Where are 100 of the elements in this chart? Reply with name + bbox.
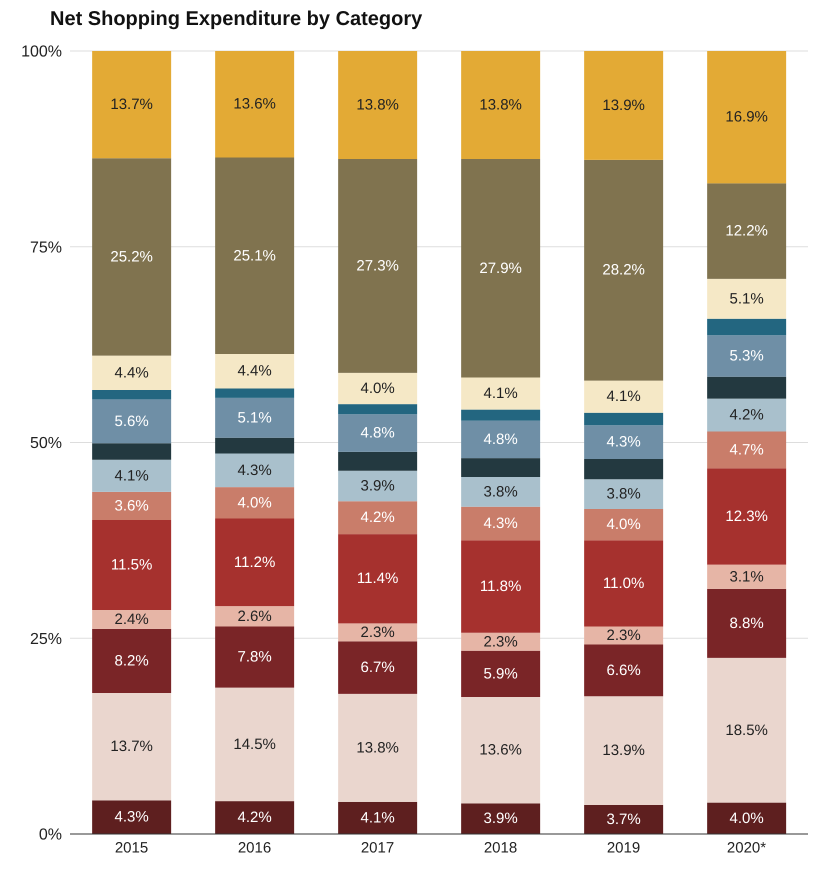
bar xyxy=(215,688,294,802)
bar xyxy=(707,183,786,279)
bar xyxy=(461,51,540,160)
bar xyxy=(584,412,664,426)
bar xyxy=(92,356,172,390)
y-tick-label: 0% xyxy=(38,826,62,844)
bar xyxy=(584,425,664,459)
bar xyxy=(584,380,664,413)
data-label: 5.1% xyxy=(238,409,272,426)
data-label: 3.9% xyxy=(360,477,395,494)
bar xyxy=(92,492,172,520)
bar xyxy=(584,696,664,806)
x-tick-label: 2016 xyxy=(238,840,272,857)
data-label: 13.8% xyxy=(356,96,399,114)
data-label: 13.9% xyxy=(602,742,645,760)
data-label: 13.9% xyxy=(602,96,645,114)
data-label: 2.3% xyxy=(360,624,395,641)
bar xyxy=(92,390,172,400)
bar xyxy=(215,518,294,606)
data-label: 6.6% xyxy=(606,662,641,679)
bar xyxy=(707,51,786,184)
bar xyxy=(584,540,664,627)
x-tick-label: 2015 xyxy=(114,840,148,857)
data-label: 13.8% xyxy=(356,739,399,756)
x-tick-label: 2020* xyxy=(726,840,766,857)
bar xyxy=(215,398,294,438)
bar xyxy=(461,458,540,477)
data-label: 11.5% xyxy=(110,556,152,574)
data-label: 4.0% xyxy=(238,494,272,512)
bar xyxy=(92,51,172,158)
data-label: 4.1% xyxy=(606,388,641,406)
data-label: 2.6% xyxy=(238,608,272,625)
data-label: 8.8% xyxy=(730,614,764,632)
bar xyxy=(215,51,294,158)
data-label: 3.8% xyxy=(606,486,641,503)
bar xyxy=(707,468,786,565)
bar xyxy=(92,399,172,444)
bar xyxy=(707,335,786,377)
bar xyxy=(338,51,418,160)
bar xyxy=(707,588,786,658)
bar xyxy=(707,658,786,803)
bar xyxy=(461,476,540,507)
y-tick-label: 75% xyxy=(30,239,62,256)
data-label: 8.2% xyxy=(114,652,149,670)
data-label: 4.2% xyxy=(238,809,272,826)
bar xyxy=(584,160,664,381)
data-label: 4.1% xyxy=(484,385,518,402)
bar xyxy=(92,693,172,800)
bar xyxy=(707,432,786,468)
bar xyxy=(215,157,294,354)
data-label: 4.3% xyxy=(606,434,641,451)
bar xyxy=(338,802,418,834)
data-label: 5.9% xyxy=(484,665,518,682)
data-label: 11.2% xyxy=(234,554,276,571)
data-label: 3.8% xyxy=(484,483,518,500)
data-label: 2.3% xyxy=(484,633,518,650)
data-label: 13.6% xyxy=(233,96,276,113)
data-label: 4.8% xyxy=(484,430,518,448)
data-label: 4.3% xyxy=(484,515,518,532)
data-label: 7.8% xyxy=(238,648,272,666)
data-label: 4.4% xyxy=(238,362,272,380)
bar xyxy=(215,354,294,388)
bar xyxy=(338,414,418,452)
bar xyxy=(707,564,786,589)
x-tick-label: 2018 xyxy=(484,840,518,857)
data-label: 4.0% xyxy=(730,810,764,827)
data-label: 4.2% xyxy=(360,509,395,526)
bar xyxy=(338,501,418,534)
x-tick-label: 2017 xyxy=(360,840,394,857)
bar xyxy=(92,628,172,694)
data-label: 27.9% xyxy=(479,260,522,277)
data-label: 11.4% xyxy=(356,570,398,588)
bar xyxy=(338,404,418,414)
data-label: 3.7% xyxy=(606,811,641,828)
data-label: 12.3% xyxy=(725,508,768,525)
data-label: 4.0% xyxy=(606,516,641,534)
data-label: 11.0% xyxy=(602,574,644,592)
bar xyxy=(461,506,540,540)
bar xyxy=(338,159,418,373)
data-label: 25.1% xyxy=(233,247,276,264)
bar xyxy=(92,610,172,629)
bar xyxy=(215,388,294,398)
bar xyxy=(461,159,540,378)
bar xyxy=(92,800,172,834)
data-label: 5.1% xyxy=(730,290,764,308)
bar xyxy=(461,410,540,421)
y-tick-label: 25% xyxy=(30,630,62,648)
data-label: 13.7% xyxy=(110,738,153,756)
bar xyxy=(92,443,172,460)
data-label: 13.7% xyxy=(110,96,153,114)
bar xyxy=(92,520,172,610)
y-tick-label: 100% xyxy=(21,44,62,61)
bar xyxy=(338,534,418,624)
bar xyxy=(707,318,786,336)
data-label: 4.2% xyxy=(730,406,764,424)
data-label: 5.3% xyxy=(730,347,764,364)
bar xyxy=(707,278,786,319)
data-label: 28.2% xyxy=(602,262,645,279)
bar xyxy=(338,470,418,502)
data-label: 13.8% xyxy=(479,96,522,114)
